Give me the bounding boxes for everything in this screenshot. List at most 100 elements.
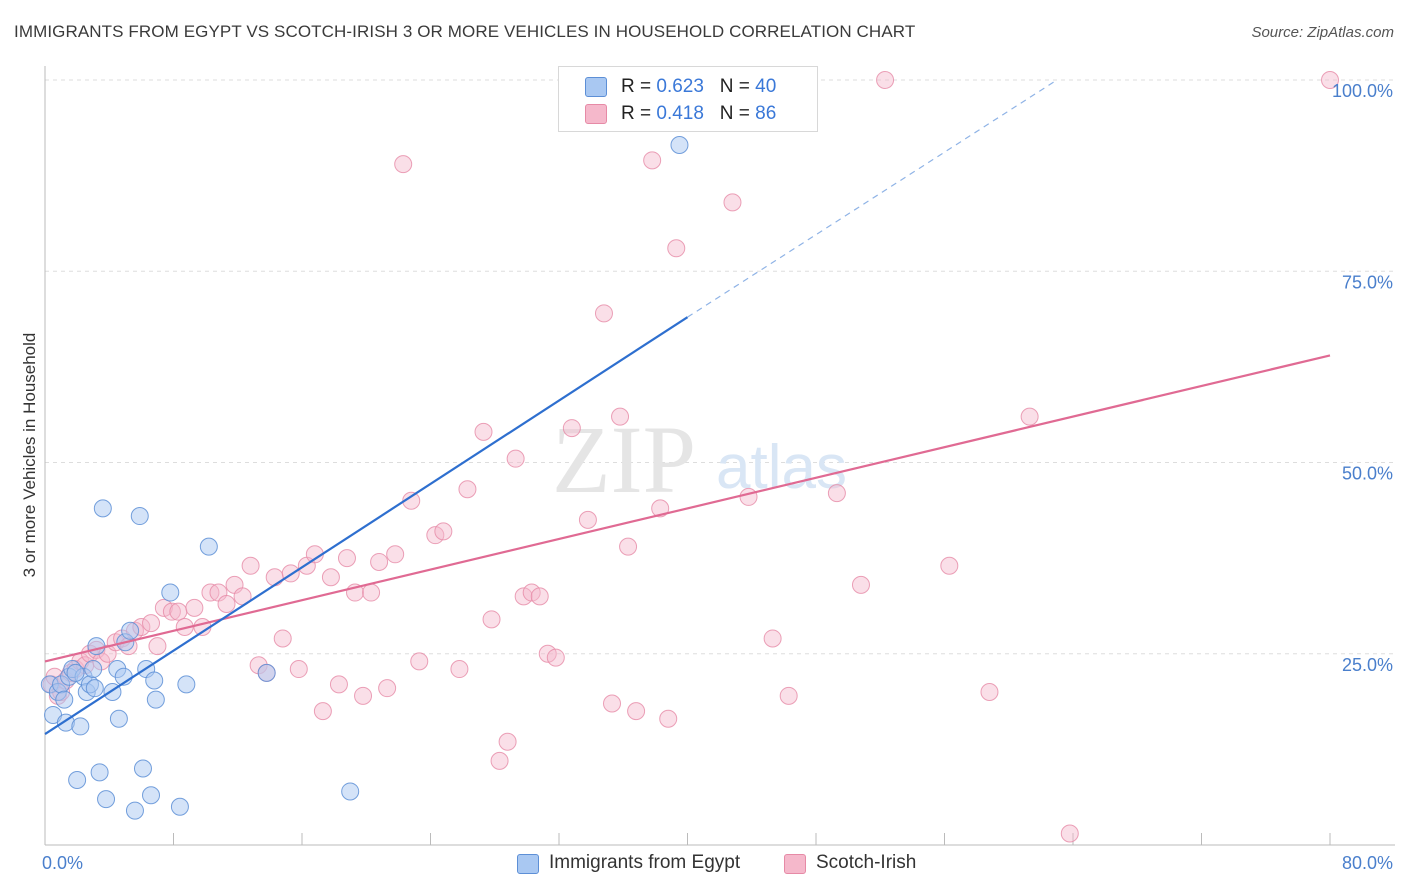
scotch-irish-point xyxy=(434,522,453,541)
bottom-legend-swatch-egypt xyxy=(517,854,539,874)
scotch-irish-point xyxy=(273,629,292,648)
scotch-irish-point xyxy=(329,675,348,694)
scotch-irish-point xyxy=(162,602,181,621)
scotch-irish-point xyxy=(619,537,638,556)
scotch-irish-point xyxy=(779,686,798,705)
scotch-irish-point xyxy=(142,614,161,633)
egypt-point xyxy=(90,763,109,782)
chart-title: IMMIGRANTS FROM EGYPT VS SCOTCH-IRISH 3 … xyxy=(14,22,916,41)
scotch-irish-point xyxy=(458,480,477,499)
scotch-irish-point xyxy=(827,484,846,503)
egypt-point xyxy=(87,637,106,656)
scotch-irish-point xyxy=(217,595,236,614)
scotch-irish-point xyxy=(394,155,413,174)
egypt-point xyxy=(161,583,180,602)
legend-n-label: N = xyxy=(719,76,756,97)
scotch-irish-point xyxy=(148,637,167,656)
y-tick-label: 50.0% xyxy=(1342,464,1393,484)
scotch-irish-point xyxy=(603,694,622,713)
scotch-irish-point xyxy=(1060,824,1079,843)
scotch-irish-point xyxy=(667,239,686,258)
scotch-irish-point xyxy=(627,702,646,721)
legend-n-value: 40 xyxy=(755,76,777,97)
egypt-point xyxy=(55,690,74,709)
egypt-point xyxy=(109,709,128,728)
scotch-irish-point xyxy=(482,610,501,629)
egypt-point xyxy=(130,507,149,526)
scotch-irish-point xyxy=(876,71,895,89)
egypt-point xyxy=(670,136,689,155)
legend-n-value: 86 xyxy=(755,103,777,124)
egypt-point xyxy=(257,663,276,682)
scotch-irish-point xyxy=(410,652,429,671)
bottom-legend-label-egypt: Immigrants from Egypt xyxy=(549,852,741,873)
scotch-irish-point xyxy=(659,709,678,728)
scotch-irish-point xyxy=(450,660,469,679)
egypt-point xyxy=(133,759,152,778)
legend-n-label: N = xyxy=(719,103,756,124)
egypt-point xyxy=(93,499,112,518)
scotch-irish-point xyxy=(313,702,332,721)
scotch-irish-point xyxy=(851,575,870,594)
egypt-point xyxy=(125,801,144,820)
y-axis-label: 3 or more Vehicles in Household xyxy=(20,333,39,578)
egypt-point xyxy=(68,770,87,789)
scotch-irish-point xyxy=(562,419,581,438)
scotch-irish-trend-line xyxy=(44,354,1331,663)
scotch-irish-point xyxy=(362,583,381,602)
egypt-point xyxy=(142,786,161,805)
scotch-irish-point xyxy=(546,648,565,667)
bottom-legend-swatch-scotch-irish xyxy=(784,854,806,874)
legend-r-value: 0.418 xyxy=(656,103,704,124)
scotch-irish-point xyxy=(321,568,340,587)
scotch-irish-point xyxy=(578,510,597,529)
scotch-irish-point xyxy=(490,751,509,770)
bottom-legend-label-scotch-irish: Scotch-Irish xyxy=(816,852,917,873)
egypt-point xyxy=(84,660,103,679)
legend-r-value: 0.623 xyxy=(656,76,704,97)
scotch-irish-point xyxy=(739,487,758,506)
scotch-irish-point xyxy=(169,602,188,621)
y-tick-label: 25.0% xyxy=(1342,655,1393,675)
egypt-point xyxy=(66,663,85,682)
scotch-irish-point xyxy=(241,556,260,575)
scotch-irish-point xyxy=(474,422,493,441)
scotch-irish-point xyxy=(651,499,670,518)
egypt-point xyxy=(145,671,164,690)
y-tick-label: 75.0% xyxy=(1342,272,1393,292)
scotch-irish-point xyxy=(1020,407,1039,426)
scotch-irish-point xyxy=(530,587,549,606)
egypt-point xyxy=(199,537,218,556)
scotch-irish-point xyxy=(1321,71,1339,89)
y-tick-label: 100.0% xyxy=(1332,81,1393,101)
scotch-irish-point xyxy=(940,556,959,575)
x-tick-label: 80.0% xyxy=(1342,853,1393,873)
legend-swatch-egypt xyxy=(585,77,607,97)
scotch-irish-point xyxy=(185,598,204,617)
egypt-point xyxy=(85,679,104,698)
egypt-point xyxy=(146,690,165,709)
scotch-irish-point xyxy=(378,679,397,698)
scotch-irish-point xyxy=(763,629,782,648)
scotch-irish-point xyxy=(498,732,517,751)
egypt-point xyxy=(121,621,140,640)
egypt-point xyxy=(177,675,196,694)
x-tick-label: 0.0% xyxy=(42,853,83,873)
scotch-irish-point xyxy=(723,193,742,212)
scotch-irish-point xyxy=(506,449,525,468)
source-label: Source: ZipAtlas.com xyxy=(1251,24,1394,41)
egypt-point xyxy=(341,782,360,801)
trend-lines xyxy=(44,79,1331,735)
legend-r-label: R = xyxy=(621,76,657,97)
egypt-point xyxy=(97,790,116,809)
scotch-irish-point xyxy=(337,549,356,568)
scotch-irish-point xyxy=(611,407,630,426)
scotch-irish-point xyxy=(594,304,613,323)
egypt-trend-extension xyxy=(687,79,1058,318)
scotch-irish-point xyxy=(265,568,284,587)
scotch-irish-point xyxy=(289,660,308,679)
correlation-legend: R = 0.623 N = 40 R = 0.418 N = 86 xyxy=(558,66,818,132)
legend-r-label: R = xyxy=(621,103,657,124)
egypt-trend-line xyxy=(44,316,689,735)
